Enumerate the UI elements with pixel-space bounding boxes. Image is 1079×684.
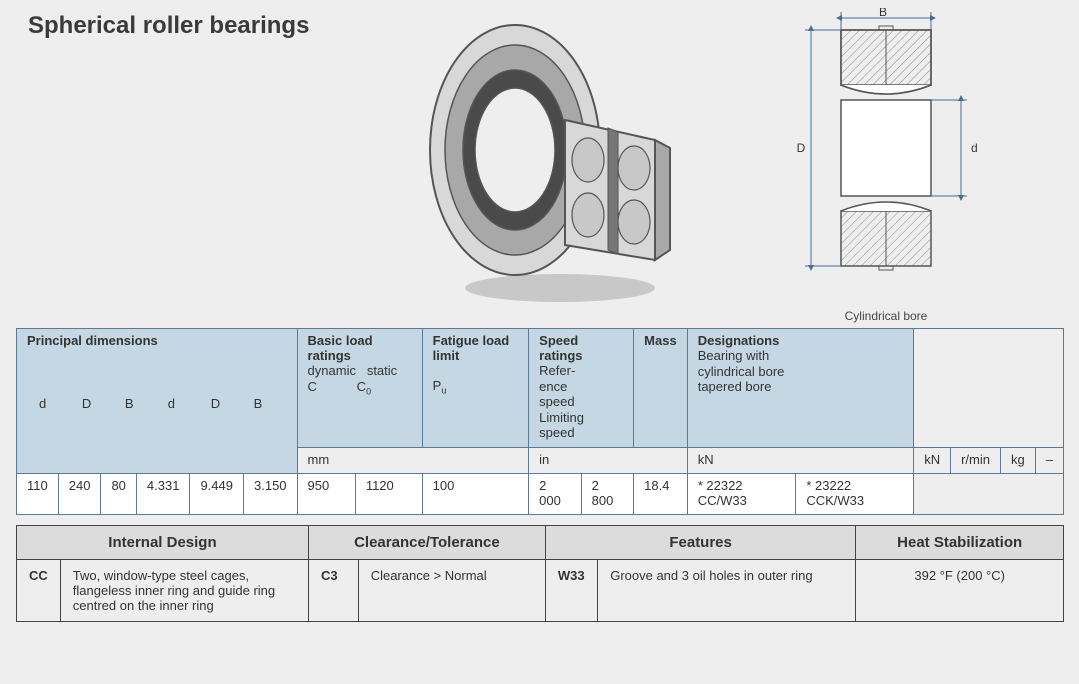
bearing-3d-image	[420, 10, 680, 315]
val-D-in: 9.449	[190, 473, 244, 514]
sub-lim-speed: Limiting speed	[539, 410, 584, 441]
unit-kg: kg	[1000, 447, 1035, 473]
col-B-in: B	[254, 396, 263, 411]
sub-dynamic: dynamic	[308, 363, 356, 378]
unit-kN2: kN	[914, 447, 951, 473]
table-row: 110 240 80 4.331 9.449 3.150 950 1120 10…	[17, 473, 1064, 514]
clearance-code: C3	[308, 559, 358, 621]
sub-desig-tap: tapered bore	[698, 379, 772, 394]
col-d-mm: d	[39, 396, 46, 411]
val-lim-speed: 2 800	[581, 473, 634, 514]
val-D-mm: 240	[58, 473, 101, 514]
hdr-internal-design: Internal Design	[17, 525, 309, 559]
dim-label-d: d	[971, 141, 978, 155]
val-desig-tap: * 23222 CCK/W33	[796, 473, 914, 514]
spec-table: Principal dimensions d D B d D B Basic l…	[16, 328, 1064, 515]
hdr-heat: Heat Stabilization	[856, 525, 1064, 559]
sub-static: static	[367, 363, 397, 378]
hdr-designations: Designations	[698, 333, 780, 348]
col-B-mm: B	[125, 396, 134, 411]
col-D-in: D	[211, 396, 220, 411]
table-row: CC Two, window-type steel cages, flangel…	[17, 559, 1064, 621]
unit-dash: –	[1035, 447, 1063, 473]
unit-kN: kN	[687, 447, 914, 473]
dim-label-D: D	[797, 141, 806, 155]
features-table: Internal Design Clearance/Tolerance Feat…	[16, 525, 1064, 622]
val-mass: 18.4	[634, 473, 688, 514]
val-B-mm: 80	[101, 473, 136, 514]
val-d-in: 4.331	[136, 473, 190, 514]
hdr-principal: Principal dimensions	[27, 333, 158, 348]
col-D-mm: D	[82, 396, 91, 411]
hdr-speed: Speed ratings	[539, 333, 582, 363]
sub-desig-cyl: Bearing with cylindrical bore	[698, 348, 785, 379]
sub-ref-speed: Refer- ence speed	[539, 363, 575, 409]
heat-text: 392 °F (200 °C)	[856, 559, 1064, 621]
col-C0: C0	[357, 379, 371, 394]
hdr-mass: Mass	[644, 333, 677, 348]
col-C: C	[308, 379, 317, 394]
unit-rmin: r/min	[951, 447, 1001, 473]
clearance-text: Clearance > Normal	[358, 559, 545, 621]
features-code: W33	[545, 559, 597, 621]
features-text: Groove and 3 oil holes in outer ring	[598, 559, 856, 621]
dim-label-B: B	[879, 8, 887, 19]
val-desig-cyl: * 22322 CC/W33	[687, 473, 796, 514]
val-ref-speed: 2 000	[529, 473, 582, 514]
unit-in: in	[529, 447, 688, 473]
col-d-in: d	[168, 396, 175, 411]
col-Pu: Pu	[433, 378, 447, 393]
hdr-features: Features	[545, 525, 855, 559]
hdr-clearance: Clearance/Tolerance	[308, 525, 545, 559]
val-C0: 1120	[355, 473, 422, 514]
val-C: 950	[297, 473, 355, 514]
hdr-fatigue: Fatigue load limit	[433, 333, 510, 363]
val-B-in: 3.150	[244, 473, 298, 514]
hdr-basic-load: Basic load ratings	[308, 333, 373, 363]
unit-mm: mm	[297, 447, 529, 473]
technical-drawing: B D	[771, 8, 1001, 323]
tech-drawing-caption: Cylindrical bore	[771, 309, 1001, 323]
internal-text: Two, window-type steel cages, flangeless…	[60, 559, 308, 621]
val-Pu: 100	[422, 473, 529, 514]
internal-code: CC	[17, 559, 61, 621]
val-d-mm: 110	[17, 473, 59, 514]
